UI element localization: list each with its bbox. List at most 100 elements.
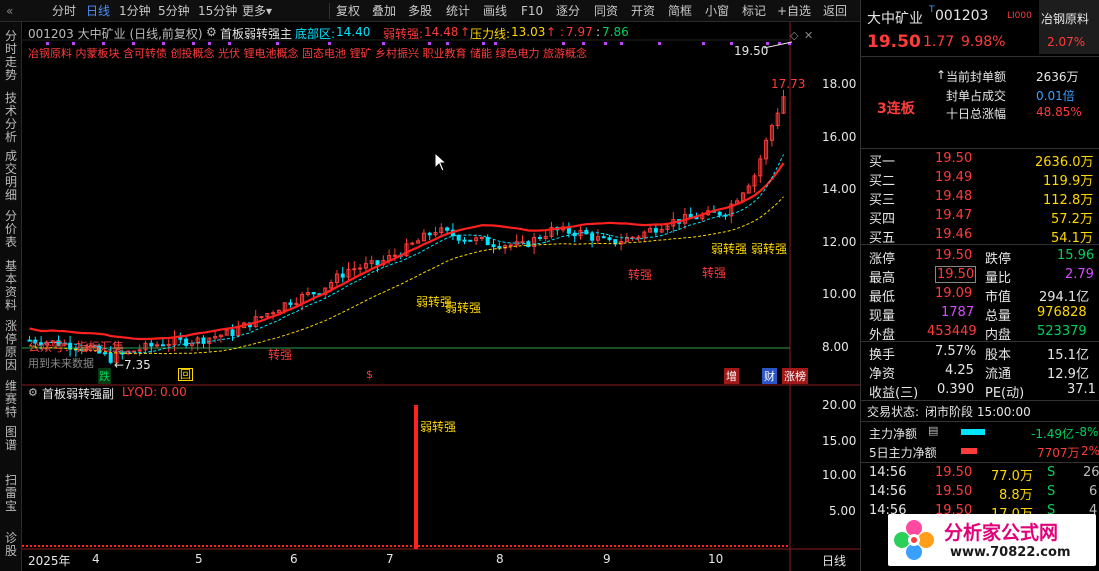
divider: [861, 56, 1099, 57]
concept-tag[interactable]: 创投概念: [170, 47, 215, 60]
concept-tag[interactable]: 固态电池: [302, 47, 346, 60]
vtab-zhangting-yuanyin[interactable]: 涨停原因: [4, 319, 17, 372]
tab-5min[interactable]: 5分钟: [158, 4, 190, 18]
signal-dot: [582, 42, 585, 45]
concept-tag[interactable]: 含可转债: [123, 47, 167, 60]
concept-tag[interactable]: 储能: [470, 47, 492, 60]
diejia-button[interactable]: 叠加: [372, 4, 397, 18]
bid-row[interactable]: 买四 19.47 57.2万: [861, 207, 1099, 227]
tab-1min[interactable]: 1分钟: [119, 4, 151, 18]
candle-body: [334, 273, 339, 284]
bid-row[interactable]: 买一 19.50 2636.0万: [861, 150, 1099, 170]
bid-price: 19.48: [935, 189, 973, 204]
marker-zhangbang[interactable]: 涨榜: [782, 368, 808, 384]
five-day-flow-label: 5日主力净额: [869, 446, 937, 460]
candle-body: [456, 235, 461, 241]
bid-price: 19.47: [935, 208, 973, 223]
tab-rixian[interactable]: 日线: [86, 4, 111, 18]
ma-value-2: 7.86: [602, 25, 629, 39]
tongzi-button[interactable]: 同资: [594, 4, 619, 18]
stock-tag: LI000: [1007, 11, 1032, 21]
sub-chart-gear-icon[interactable]: ⚙: [28, 386, 38, 399]
concept-tag[interactable]: 旅游概念: [543, 47, 587, 60]
stat-label: 流通: [985, 367, 1012, 382]
add-watchlist-button[interactable]: +自选: [777, 4, 812, 18]
tick-count: 4: [1089, 503, 1098, 518]
candle-body: [137, 349, 142, 352]
tab-15min[interactable]: 15分钟: [198, 4, 238, 18]
concept-tag[interactable]: 内蒙板块: [75, 47, 120, 60]
kline-chart[interactable]: [22, 22, 860, 571]
signal-dot: [788, 42, 791, 45]
marker-die[interactable]: 跌: [98, 368, 111, 384]
concept-tag[interactable]: 冶钢原料: [28, 47, 72, 60]
marker-cai[interactable]: 财: [762, 368, 777, 384]
toolbar-collapse-icon[interactable]: «: [6, 4, 14, 18]
candle-body: [416, 240, 421, 244]
signal-dot: [562, 42, 565, 45]
marker-zeng[interactable]: 增: [724, 368, 739, 384]
candle-body: [595, 236, 600, 241]
site-watermark: 分析家公式网 www.70822.com: [888, 514, 1096, 566]
tick-side: S: [1047, 484, 1056, 499]
marker-dollar[interactable]: $: [366, 368, 373, 381]
biaoji-button[interactable]: 标记: [742, 4, 767, 18]
indicator-name[interactable]: 首板弱转强主: [220, 27, 293, 41]
close-icon[interactable]: ✕: [804, 29, 814, 42]
tab-fenshi[interactable]: 分时: [52, 4, 77, 18]
huaxian-button[interactable]: 画线: [483, 4, 508, 18]
vtab-zhengu[interactable]: 诊股: [4, 531, 17, 558]
zhufen-button[interactable]: 逐分: [556, 4, 581, 18]
bid-row[interactable]: 买五 19.46 54.1万: [861, 226, 1099, 246]
candle-body: [166, 343, 171, 346]
list-icon[interactable]: ▤: [928, 424, 939, 437]
bid-row[interactable]: 买二 19.49 119.9万: [861, 169, 1099, 189]
signal-dot: [102, 42, 105, 45]
concept-tag[interactable]: 锂矿: [349, 47, 372, 60]
stat-label: 现量: [869, 309, 896, 324]
stat-value: 15.1亿: [1047, 348, 1089, 363]
tongji-button[interactable]: 统计: [446, 4, 471, 18]
vtab-fenshi-zoushi[interactable]: 分时走势: [4, 29, 17, 82]
concept-name[interactable]: 冶钢原料: [1041, 12, 1090, 26]
signal-dot: [382, 42, 385, 45]
xiaochuang-button[interactable]: 小窗: [705, 4, 730, 18]
candle-body: [358, 267, 363, 270]
diamond-icon[interactable]: ◇: [790, 29, 799, 42]
jiankuang-button[interactable]: 简框: [668, 4, 693, 18]
candle-body: [352, 268, 357, 271]
vtab-saoleibao[interactable]: 扫雷宝: [4, 473, 17, 513]
more-button[interactable]: 更多▾: [242, 0, 272, 22]
concept-box[interactable]: [1039, 0, 1099, 54]
kaizi-button[interactable]: 开资: [631, 4, 656, 18]
period-label[interactable]: 日线: [822, 554, 847, 568]
vtab-tupu[interactable]: 图谱: [4, 425, 17, 452]
f10-button[interactable]: F10: [521, 4, 544, 18]
signal-dot: [482, 42, 485, 45]
vtab-jishu-fenxi[interactable]: 技术分析: [4, 91, 17, 144]
concept-tag[interactable]: 光伏: [218, 47, 240, 60]
concept-tag[interactable]: 锂电池概念: [243, 47, 299, 60]
concept-tag[interactable]: 职业教育: [422, 47, 467, 60]
sub-chart-title[interactable]: 首板弱转强副: [42, 387, 115, 401]
vtab-jiben-ziliao[interactable]: 基本资料: [4, 259, 17, 312]
chart-gear-icon[interactable]: ⚙: [206, 25, 217, 39]
marker-hui[interactable]: 回: [178, 368, 193, 381]
concept-tag[interactable]: 绿色电力: [495, 47, 540, 60]
signal-dot: [328, 42, 331, 45]
signal-dot: [192, 42, 195, 45]
bid-row[interactable]: 买三 19.48 112.8万: [861, 188, 1099, 208]
y-tick: 8.00: [822, 340, 849, 354]
vtab-chengjiao-mingxi[interactable]: 成交明细: [4, 149, 17, 202]
fuquan-button[interactable]: 复权: [336, 4, 361, 18]
concept-tag[interactable]: 乡村振兴: [375, 47, 419, 60]
candle-body: [189, 342, 194, 346]
vtab-fenjiabiao[interactable]: 分价表: [4, 209, 17, 249]
tick-count: 6: [1089, 484, 1098, 499]
back-button[interactable]: 返回: [823, 4, 848, 18]
bid-price: 19.50: [935, 151, 973, 166]
x-tick: 5: [195, 552, 203, 566]
y-tick: 16.00: [822, 130, 857, 144]
vtab-weisaite[interactable]: 维赛特: [4, 379, 17, 419]
duogu-button[interactable]: 多股: [408, 4, 433, 18]
